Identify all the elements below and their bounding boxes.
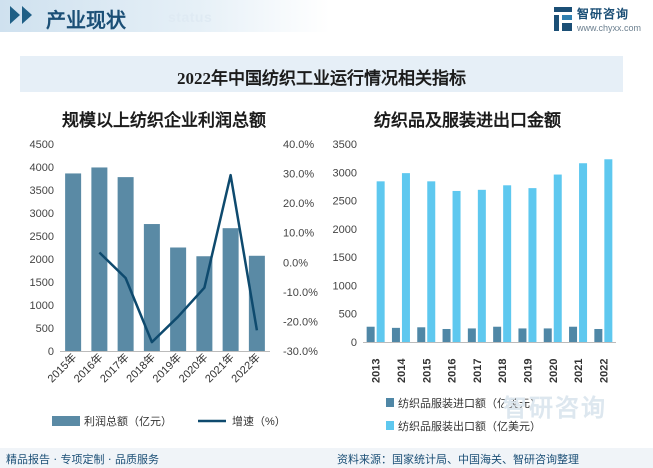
import-bar: [543, 328, 552, 342]
footer-slogan: 精品报告 · 专项定制 · 品质服务: [6, 453, 159, 466]
trade-x-tick-label: 2018: [497, 359, 509, 383]
export-bar: [579, 163, 588, 342]
left-chart-title: 规模以上纺织企业利润总额: [62, 111, 266, 130]
export-bar: [427, 181, 436, 342]
export-bar: [503, 185, 512, 342]
trade-x-tick-label: 2014: [396, 358, 408, 383]
header-watermark: status: [168, 9, 213, 25]
trade-y-tick-label: 3500: [333, 139, 357, 151]
export-bar: [452, 190, 461, 342]
profit-bar: [248, 255, 265, 351]
import-bar: [518, 328, 527, 342]
left-y-tick-label: 1000: [30, 300, 54, 312]
trade-x-tick-label: 2017: [472, 359, 484, 383]
trade-x-tick-label: 2021: [573, 359, 585, 383]
trade-x-tick-label: 2020: [548, 359, 560, 383]
charts-canvas: 0 500 1000 1500 2000 2500 3000 3500 4000 4500 -30.…: [30, 139, 616, 433]
left-y-tick-label: 0: [48, 346, 54, 358]
profit-bar: [196, 256, 213, 351]
import-bar: [594, 328, 603, 342]
import-bar: [442, 328, 451, 342]
right-y-tick-label: -30.0%: [283, 346, 318, 358]
trade-y-tick-label: 2500: [333, 196, 357, 208]
left-x-tick-label: 2022年: [228, 350, 263, 385]
data-source: 资料来源：国家统计局、中国海关、智研咨询整理: [337, 453, 579, 466]
trade-y-tick-label: 2000: [333, 224, 357, 236]
right-y-tick-label: 30.0%: [283, 169, 314, 181]
left-y-tick-label: 2500: [30, 231, 54, 243]
import-bar: [417, 327, 426, 342]
left-y-tick-label: 1500: [30, 277, 54, 289]
footer-watermark: 智研咨询: [503, 394, 607, 422]
title-badge: [0, 0, 330, 32]
right-y-tick-label: 0.0%: [283, 257, 308, 269]
left-y-tick-label: 4500: [30, 139, 54, 151]
profit-bar: [143, 224, 160, 351]
legend-label-growth: 增速（%）: [232, 414, 286, 428]
left-y-tick-label: 4000: [30, 162, 54, 174]
trade-y-tick-label: 1500: [333, 252, 357, 264]
chevron-right-icon: [10, 6, 20, 24]
trade-y-tick-label: 1000: [333, 280, 357, 292]
export-bar: [401, 173, 410, 342]
page-title: 产业现状: [46, 10, 126, 32]
left-y-tick-label: 2000: [30, 254, 54, 266]
import-bar: [391, 327, 400, 342]
import-bar: [366, 326, 375, 342]
export-bar: [528, 188, 537, 342]
left-y-tick-label: 3500: [30, 185, 54, 197]
right-y-tick-label: 10.0%: [283, 228, 314, 240]
trade-x-tick-label: 2019: [522, 359, 534, 383]
right-y-tick-label: 20.0%: [283, 198, 314, 210]
legend-label-import: 纺织品服装进口额（亿美元）: [398, 396, 541, 410]
left-y-tick-label: 3000: [30, 208, 54, 220]
chevron-right-icon: [22, 6, 32, 24]
trade-y-tick-label: 500: [339, 309, 357, 321]
right-y-tick-label: -10.0%: [283, 287, 318, 299]
right-chart-title: 纺织品及服装进出口金额: [374, 111, 561, 130]
legend-label-export: 纺织品服装出口额（亿美元）: [398, 419, 541, 433]
profit-bar: [91, 167, 108, 351]
legend-swatch-profit: [52, 416, 80, 426]
header-bar: 产业现状 status 智研咨询 www.chyxx.com: [0, 0, 653, 38]
trade-x-tick-label: 2015: [421, 359, 433, 383]
right-y-tick-label: 40.0%: [283, 139, 314, 151]
legend-swatch-import: [386, 398, 394, 407]
profit-bar: [117, 177, 134, 351]
left-y-tick-label: 500: [36, 323, 54, 335]
export-bar: [477, 189, 486, 342]
right-y-tick-label: -20.0%: [283, 316, 318, 328]
brand-name: 智研咨询: [577, 7, 630, 21]
export-bar: [553, 174, 562, 342]
trade-x-tick-label: 2016: [447, 359, 459, 383]
trade-x-tick-label: 2013: [371, 359, 383, 383]
brand-url[interactable]: www.chyxx.com: [577, 23, 642, 33]
profit-bar: [222, 228, 239, 351]
trade-x-tick-label: 2022: [598, 359, 610, 383]
trade-y-tick-label: 0: [351, 337, 357, 349]
legend-label-profit: 利润总额（亿元）: [84, 414, 172, 428]
banner-title: 2022年中国纺织工业运行情况相关指标: [177, 69, 466, 88]
brand-logo-icon: [554, 7, 572, 31]
footer: 精品报告 · 专项定制 · 品质服务 资料来源：国家统计局、中国海关、智研咨询整…: [0, 448, 653, 468]
import-bar: [493, 326, 502, 342]
export-bar: [376, 181, 385, 342]
profit-bar: [170, 247, 187, 351]
banner: 2022年中国纺织工业运行情况相关指标: [20, 56, 623, 92]
export-bar: [604, 159, 613, 342]
import-bar: [467, 328, 476, 342]
profit-bar: [65, 173, 82, 351]
growth-rate-line: [98, 173, 259, 344]
trade-y-tick-label: 3000: [333, 167, 357, 179]
import-bar: [569, 326, 578, 342]
brand-logo[interactable]: 智研咨询 www.chyxx.com: [553, 5, 649, 35]
legend-swatch-export: [386, 421, 394, 430]
